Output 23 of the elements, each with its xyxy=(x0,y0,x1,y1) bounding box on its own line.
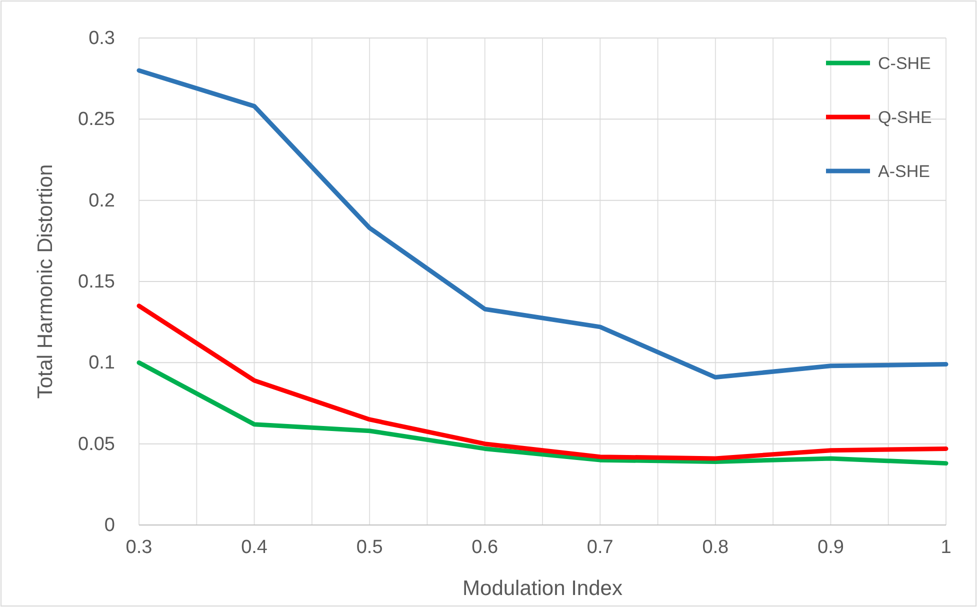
line-series xyxy=(136,360,948,466)
line-series xyxy=(136,68,948,380)
x-tick-label: 0.5 xyxy=(356,537,383,558)
legend-label: A-SHE xyxy=(878,162,930,181)
y-tick-label: 0.1 xyxy=(88,352,115,374)
x-tick-label: 0.3 xyxy=(126,537,152,558)
x-axis-title: Modulation Index xyxy=(462,577,623,600)
x-tick-label: 0.9 xyxy=(818,537,844,558)
x-tick-label: 0.4 xyxy=(241,537,268,558)
legend-label: Q-SHE xyxy=(878,108,932,127)
x-tick-label: 1 xyxy=(940,537,952,558)
x-tick-label: 0.6 xyxy=(472,537,498,558)
legend-label: C-SHE xyxy=(878,54,931,73)
y-axis-title: Total Harmonic Distortion xyxy=(34,164,57,399)
y-tick-label: 0 xyxy=(104,515,115,536)
line-series xyxy=(136,304,948,461)
y-tick-label: 0.2 xyxy=(88,190,115,212)
y-tick-label: 0.15 xyxy=(78,272,115,292)
y-tick-label: 0.05 xyxy=(78,434,115,455)
y-tick-label: 0.3 xyxy=(88,28,115,49)
x-tick-label: 0.7 xyxy=(586,537,614,558)
x-tick-label: 0.8 xyxy=(702,537,729,558)
y-tick-label: 0.25 xyxy=(78,109,115,130)
